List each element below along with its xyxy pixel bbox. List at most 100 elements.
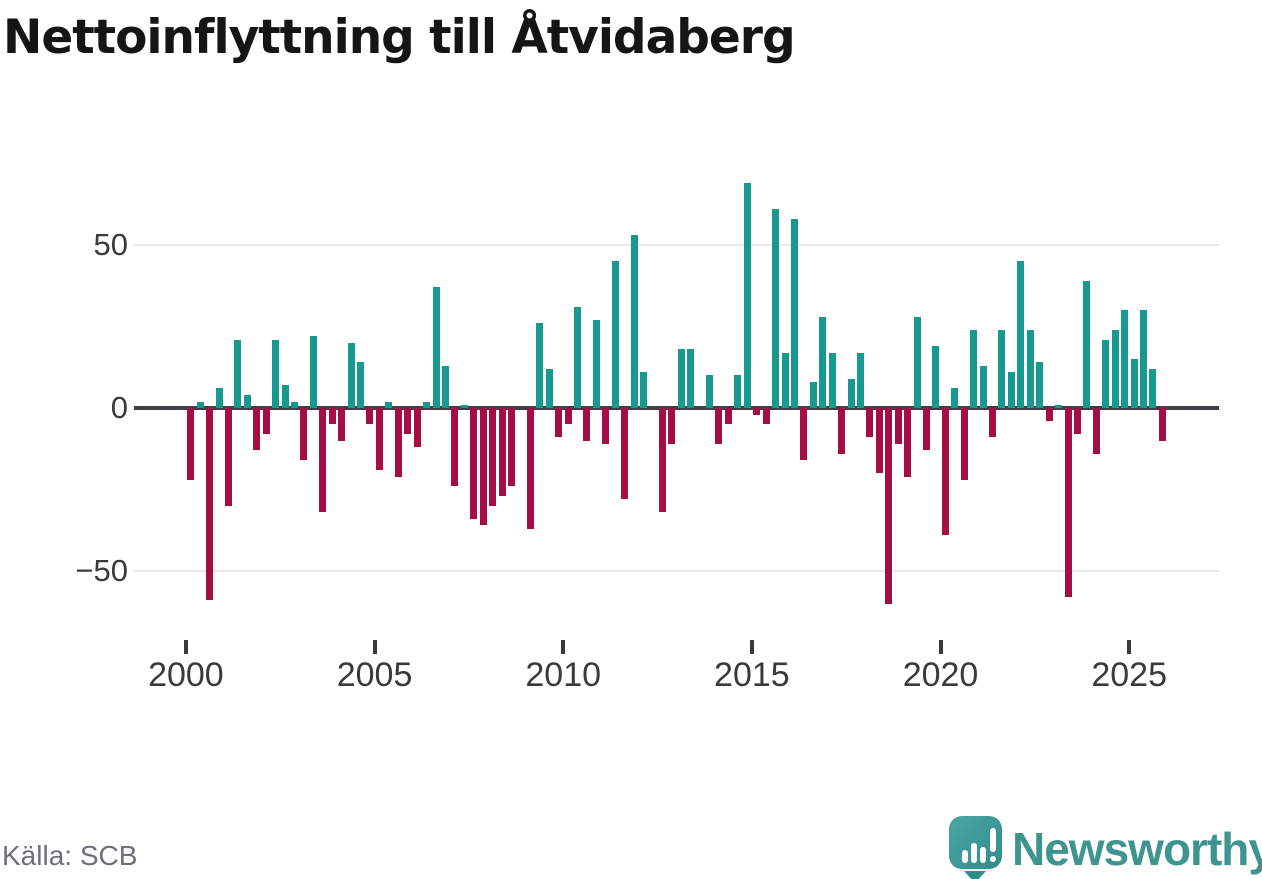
bar-2015Q1: [753, 408, 761, 415]
bar-2004Q1: [338, 408, 346, 441]
bar-2002Q1: [262, 408, 270, 435]
bar-2009Q2: [536, 323, 544, 408]
bar-2021Q3: [998, 329, 1006, 408]
bar-2023Q1: [1055, 404, 1062, 408]
bar-2012Q3: [658, 408, 666, 513]
bar-2013Q2: [687, 349, 695, 408]
bar-2003Q2: [309, 336, 317, 408]
bar-2000Q3: [206, 408, 214, 601]
x-axis-tick-label: 2015: [714, 656, 790, 694]
logo-bar-icon: [980, 847, 986, 863]
bar-2018Q4: [894, 408, 902, 444]
bar-2022Q2: [1026, 329, 1034, 408]
bar-2024Q4: [1121, 310, 1129, 408]
bar-2003Q4: [328, 408, 336, 425]
bar-2021Q4: [1007, 372, 1015, 408]
logo-exclamation-dot-icon: [990, 856, 996, 862]
bar-2002Q4: [291, 401, 298, 408]
bar-2015Q3: [772, 209, 779, 408]
bar-2023Q3: [1073, 408, 1081, 435]
gridline-50: [134, 244, 1219, 246]
bar-2007Q3: [470, 408, 478, 519]
bar-2024Q2: [1102, 339, 1110, 408]
bar-2019Q1: [904, 408, 912, 477]
x-axis-tick-label: 2025: [1091, 656, 1167, 694]
x-axis-tick-label: 2005: [336, 656, 413, 694]
bar-2017Q4: [856, 352, 864, 408]
bar-2012Q4: [668, 408, 676, 444]
bar-2017Q2: [838, 408, 846, 454]
bar-2024Q1: [1092, 408, 1100, 454]
brand-wordmark: Newsworthy: [1012, 823, 1262, 875]
bar-2004Q3: [357, 362, 364, 408]
bar-2005Q4: [404, 408, 412, 435]
bar-2014Q3: [734, 375, 742, 408]
bar-2007Q4: [479, 408, 487, 526]
x-axis-tick: [749, 640, 754, 654]
x-axis-tick: [938, 640, 943, 654]
bar-2011Q1: [602, 408, 610, 444]
y-axis-tick-label: −50: [75, 553, 128, 588]
bar-2014Q4: [743, 183, 751, 408]
x-axis-tick: [1127, 640, 1132, 654]
bar-2018Q2: [875, 408, 883, 474]
bar-2011Q3: [621, 408, 629, 500]
bar-2003Q1: [300, 408, 308, 461]
bar-2006Q4: [441, 365, 449, 408]
bar-2013Q4: [706, 375, 713, 408]
gridline--50: [134, 570, 1219, 572]
bar-2014Q2: [724, 408, 732, 425]
bar-2023Q4: [1083, 280, 1091, 408]
bar-2005Q3: [394, 408, 402, 477]
bar-2016Q1: [790, 218, 798, 408]
bar-2020Q3: [960, 408, 968, 480]
bar-2002Q3: [281, 385, 289, 408]
bar-2007Q2: [460, 404, 468, 408]
x-axis-tick-label: 2010: [525, 656, 602, 694]
bar-2013Q1: [677, 349, 685, 408]
bar-2000Q2: [196, 401, 204, 408]
bar-2022Q1: [1017, 261, 1025, 408]
bar-2025Q3: [1149, 368, 1157, 408]
bar-2009Q4: [555, 408, 563, 438]
bar-2020Q2: [951, 388, 959, 408]
bar-2022Q4: [1045, 408, 1053, 421]
bar-2010Q3: [583, 408, 591, 441]
bar-2008Q2: [498, 408, 506, 496]
bar-2020Q4: [970, 329, 978, 408]
bar-2021Q2: [989, 408, 996, 438]
bar-2002Q2: [272, 339, 280, 408]
logo-bubble-tail-icon: [964, 871, 986, 879]
x-axis-tick: [183, 640, 188, 654]
bar-2015Q4: [781, 352, 789, 408]
bar-2004Q4: [366, 408, 374, 425]
bar-2020Q1: [941, 408, 949, 536]
bar-2024Q3: [1111, 329, 1119, 408]
bar-2021Q1: [979, 365, 987, 408]
bar-2008Q1: [489, 408, 497, 506]
bar-2000Q1: [187, 408, 195, 480]
bar-2010Q4: [592, 320, 600, 408]
x-axis-tick-label: 2020: [902, 656, 979, 694]
logo-bar-icon: [971, 843, 977, 863]
bar-2022Q3: [1036, 362, 1044, 408]
bar-2005Q1: [375, 408, 383, 470]
bar-2025Q4: [1158, 408, 1166, 441]
newsworthy-logo[interactable]: Newsworthy: [946, 812, 1262, 879]
bar-2006Q3: [432, 287, 440, 408]
bar-2011Q4: [630, 235, 638, 408]
bar-2000Q4: [215, 388, 223, 408]
bar-2023Q2: [1064, 408, 1072, 598]
bar-2003Q3: [319, 408, 327, 513]
bar-2019Q2: [913, 316, 921, 408]
bar-2016Q3: [809, 381, 817, 408]
bar-2016Q4: [819, 316, 827, 408]
bar-2025Q1: [1130, 359, 1138, 408]
bar-2019Q3: [923, 408, 930, 451]
bar-2025Q2: [1139, 310, 1147, 408]
source-text: Källa: SCB: [2, 840, 138, 871]
y-axis-tick-label: 50: [93, 227, 128, 262]
chart-title: Nettoinflyttning till Åtvidaberg: [3, 10, 796, 65]
bar-2017Q1: [828, 352, 836, 408]
